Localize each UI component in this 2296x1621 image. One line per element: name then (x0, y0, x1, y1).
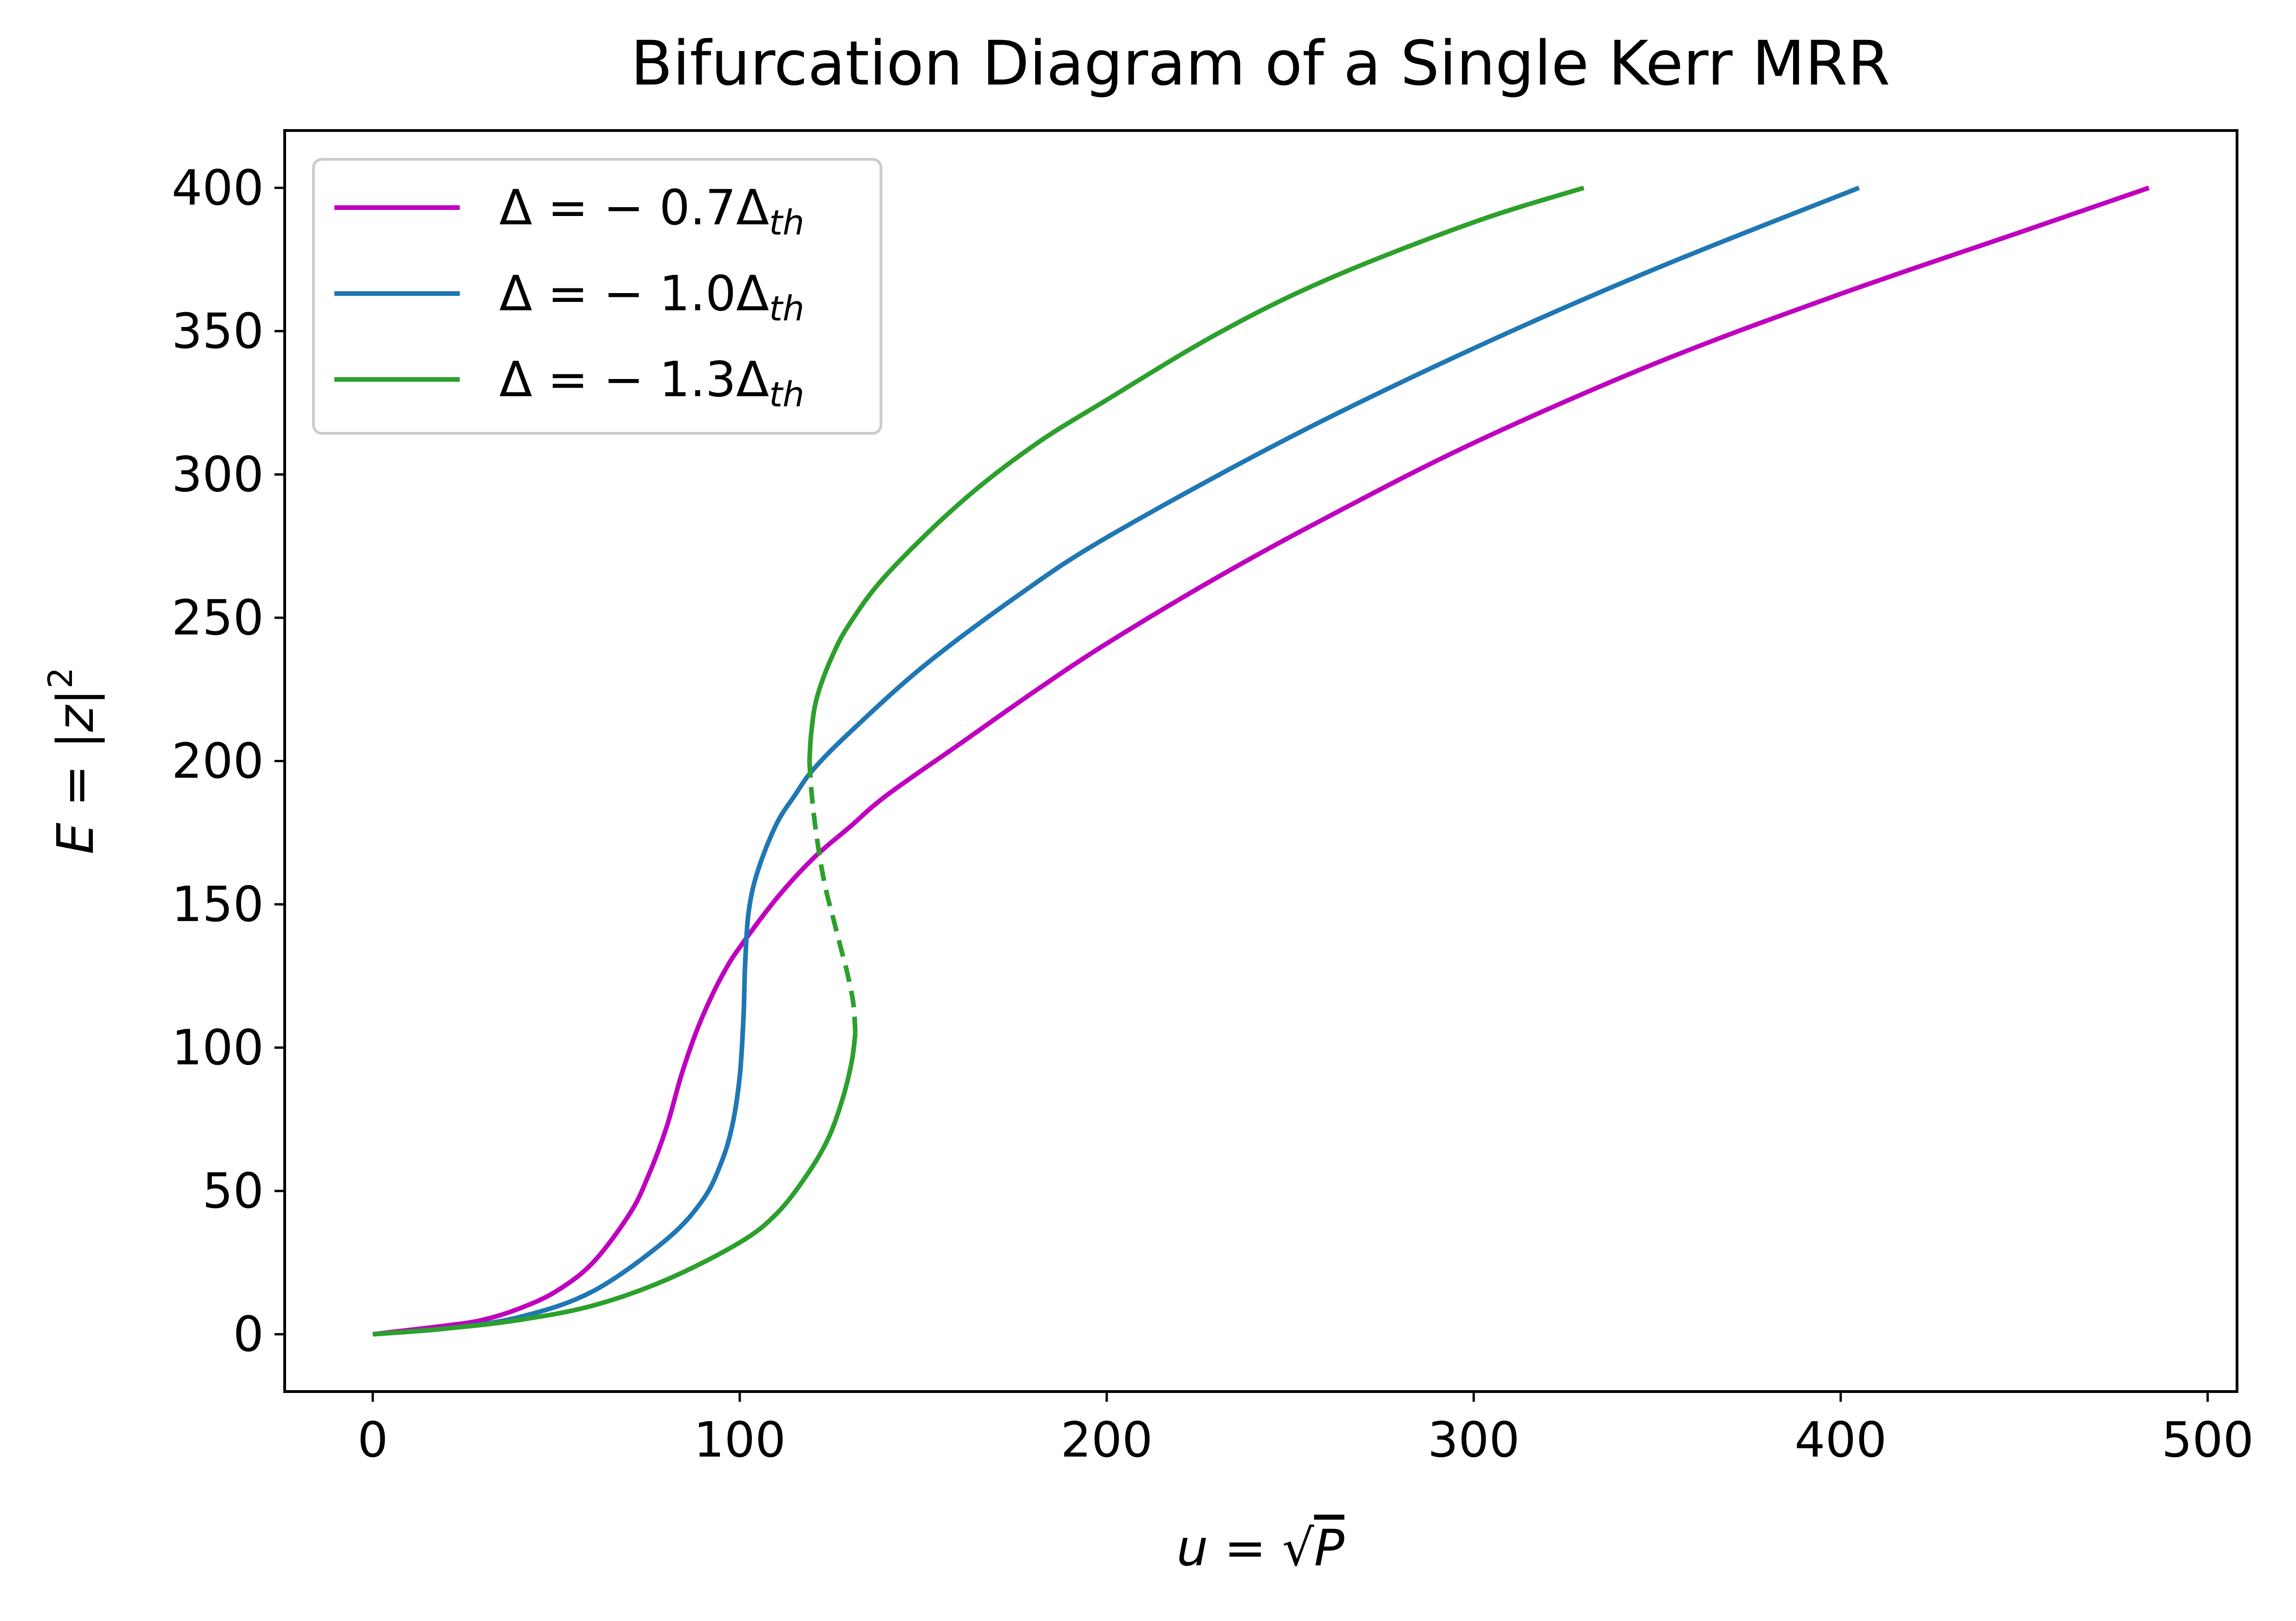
series-1 (372, 185, 2150, 1337)
x-tick-label: 300 (1428, 1412, 1520, 1468)
plot-area (372, 185, 2150, 1337)
y-tick-label: 400 (171, 159, 264, 216)
x-tick-label: 400 (1794, 1412, 1887, 1468)
legend-label: Δ = − 0.7Δth (499, 179, 804, 243)
y-tick-label: 50 (202, 1163, 264, 1219)
series-line (372, 185, 1860, 1337)
x-axis: 0 100 200 300 400 500 (358, 1392, 2254, 1468)
y-tick-label: 250 (171, 589, 264, 646)
x-tick-label: 500 (2162, 1412, 2254, 1468)
y-tick-label: 0 (233, 1306, 264, 1363)
x-tick-label: 200 (1061, 1412, 1153, 1468)
y-tick-label: 150 (171, 876, 264, 933)
chart-title: Bifurcation Diagram of a Single Kerr MRR (631, 28, 1890, 99)
y-tick-label: 350 (171, 303, 264, 359)
x-axis-label: u = √P (1176, 1519, 1344, 1577)
legend-label: Δ = − 1.3Δth (499, 351, 804, 415)
legend-label: Δ = − 1.0Δth (499, 265, 804, 329)
y-tick-label: 300 (171, 446, 264, 503)
series-3 (372, 185, 1585, 1337)
y-axis-label: E = |z|2 (41, 667, 105, 855)
series-line-stable-lower (372, 1033, 858, 1337)
y-tick-label: 200 (171, 733, 264, 790)
x-tick-label: 0 (358, 1412, 388, 1468)
y-tick-label: 100 (171, 1020, 264, 1076)
series-2 (372, 185, 1860, 1337)
series-line (372, 185, 2150, 1337)
x-tick-label: 100 (694, 1412, 786, 1468)
legend: Δ = − 0.7Δth Δ = − 1.0Δth Δ = − 1.3Δth (312, 158, 882, 435)
series-line-unstable (807, 761, 858, 1034)
y-axis: 0 50 100 150 200 250 300 350 400 (171, 159, 285, 1363)
legend-box (312, 158, 882, 435)
series-line-stable-upper (807, 185, 1585, 761)
